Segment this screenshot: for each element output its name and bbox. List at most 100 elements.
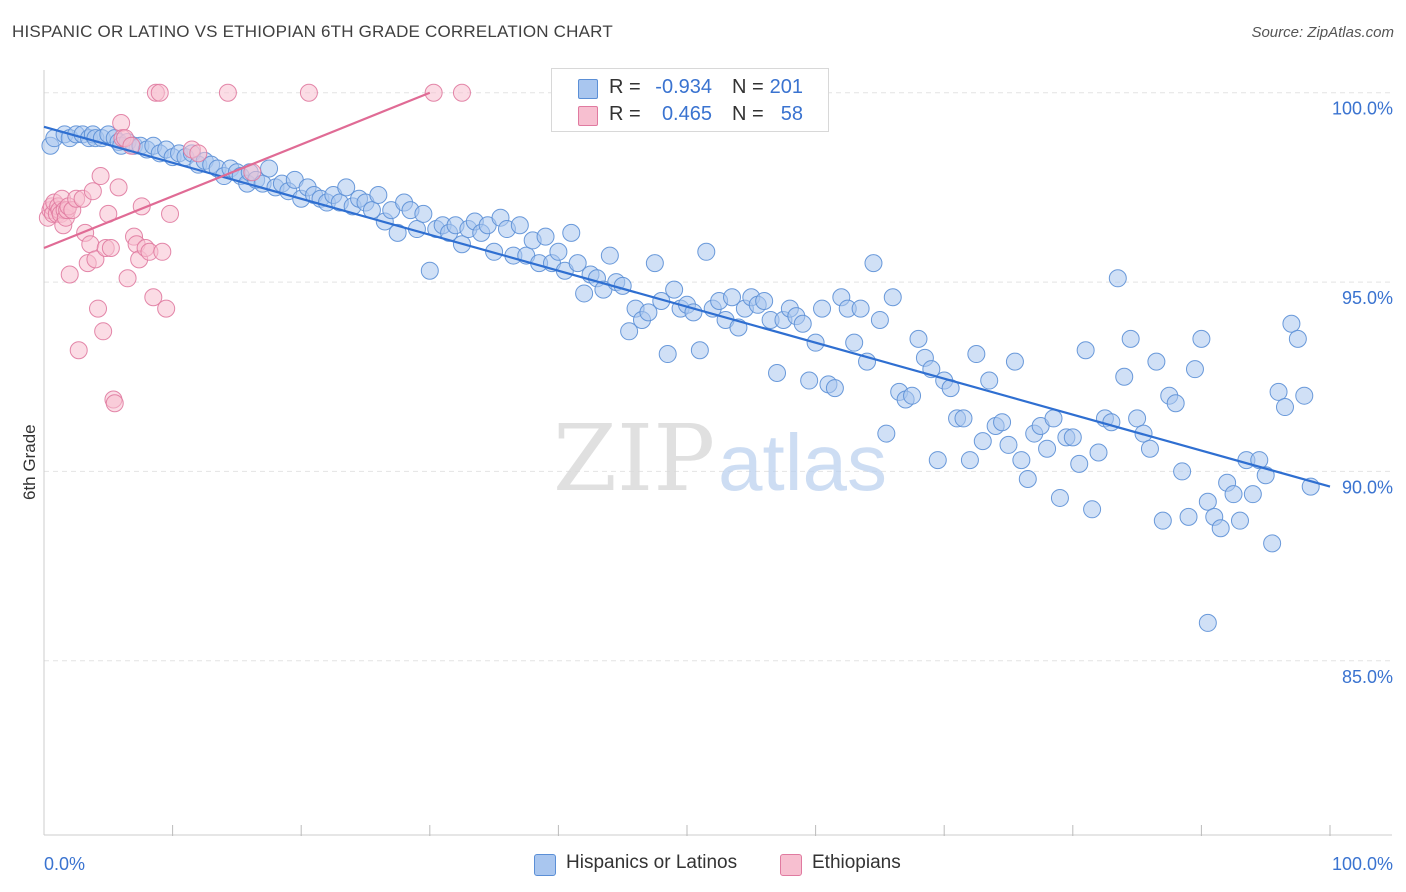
data-point <box>1076 341 1095 360</box>
data-point <box>793 314 812 333</box>
axes <box>43 70 1392 836</box>
data-point <box>1269 382 1288 401</box>
y-tick-label: 100.0% <box>1332 99 1393 119</box>
data-point <box>157 299 176 318</box>
data-point <box>299 83 318 102</box>
data-point <box>1250 451 1269 470</box>
data-point <box>1173 462 1192 481</box>
data-point <box>697 242 716 261</box>
series-hispanic <box>41 125 1320 632</box>
data-point <box>369 185 388 204</box>
data-point <box>1063 428 1082 447</box>
data-point <box>1282 314 1301 333</box>
legend-r-value: -0.934 <box>655 76 712 98</box>
data-point <box>1185 360 1204 379</box>
data-point <box>954 409 973 428</box>
data-point <box>388 223 407 242</box>
data-point <box>1256 466 1275 485</box>
stats-legend: R = -0.934 N = 201 R = 0.465 N = 58 <box>551 68 829 132</box>
trend-lines <box>43 91 1331 488</box>
data-point <box>150 83 169 102</box>
bottom-legend-swatch-ethiopian <box>780 854 802 876</box>
bottom-legend-label-ethiopian: Ethiopians <box>812 852 901 873</box>
legend-r-value: 0.465 <box>661 103 712 125</box>
data-point <box>658 345 677 364</box>
data-point <box>825 379 844 398</box>
data-point <box>973 432 992 451</box>
legend-row-ethiopian: R = 0.465 N = 58 <box>552 100 828 128</box>
data-point <box>575 284 594 303</box>
data-point <box>967 345 986 364</box>
watermark: ZIP atlas <box>553 405 887 512</box>
data-point <box>1012 451 1031 470</box>
data-point <box>870 310 889 329</box>
legend-n-label: N = <box>732 103 764 125</box>
data-point <box>1295 386 1314 405</box>
data-point <box>101 238 120 257</box>
chart-source: Source: ZipAtlas.com <box>1251 24 1394 41</box>
data-point <box>690 341 709 360</box>
data-point <box>755 292 774 311</box>
data-point <box>105 394 124 413</box>
data-point <box>1070 454 1089 473</box>
data-point <box>613 276 632 295</box>
data-point <box>1038 439 1057 458</box>
data-point <box>112 114 131 133</box>
data-point <box>424 83 443 102</box>
data-point <box>800 371 819 390</box>
legend-swatch-ethiopian <box>578 106 598 126</box>
y-axis-label: 6th Grade <box>20 424 39 500</box>
y-tick-label: 90.0% <box>1342 477 1393 497</box>
data-point <box>1005 352 1024 371</box>
data-point <box>1044 409 1063 428</box>
data-point <box>813 299 832 318</box>
legend-swatch-hispanic <box>578 79 598 99</box>
data-point <box>1128 409 1147 428</box>
data-points <box>38 83 1320 632</box>
data-point <box>1198 492 1217 511</box>
watermark-zip: ZIP <box>553 405 715 512</box>
data-point <box>1179 507 1198 526</box>
data-point <box>909 329 928 348</box>
data-point <box>864 254 883 273</box>
data-point <box>81 235 100 254</box>
data-point <box>1230 511 1249 530</box>
trend-line-ethiopian <box>43 91 431 250</box>
data-point <box>161 204 180 223</box>
data-point <box>562 223 581 242</box>
data-point <box>1050 488 1069 507</box>
data-point <box>89 299 108 318</box>
data-point <box>1192 329 1211 348</box>
data-point <box>999 435 1018 454</box>
data-point <box>851 299 870 318</box>
data-point <box>1018 470 1037 489</box>
data-point <box>60 265 79 284</box>
data-point <box>845 333 864 352</box>
series-ethiopian <box>38 83 471 413</box>
data-point <box>1198 613 1217 632</box>
data-point <box>1153 511 1172 530</box>
data-point <box>94 322 113 341</box>
data-point <box>620 322 639 341</box>
data-point <box>645 254 664 273</box>
legend-n-label: N = <box>732 76 764 98</box>
data-point <box>153 242 172 261</box>
x-tick-label-min: 0.0% <box>44 854 85 874</box>
data-point <box>1263 534 1282 553</box>
data-point <box>189 144 208 163</box>
data-point <box>109 178 128 197</box>
data-point <box>510 216 529 235</box>
data-point <box>1115 367 1134 386</box>
data-point <box>86 250 105 269</box>
data-point <box>452 83 471 102</box>
data-point <box>568 254 587 273</box>
data-point <box>337 178 356 197</box>
data-point <box>118 269 137 288</box>
data-point <box>83 182 102 201</box>
y-tick-label: 95.0% <box>1342 288 1393 308</box>
data-point <box>1089 443 1108 462</box>
legend-r-label: R = <box>609 76 641 98</box>
data-point <box>1140 439 1159 458</box>
data-point <box>993 413 1012 432</box>
data-point <box>1147 352 1166 371</box>
